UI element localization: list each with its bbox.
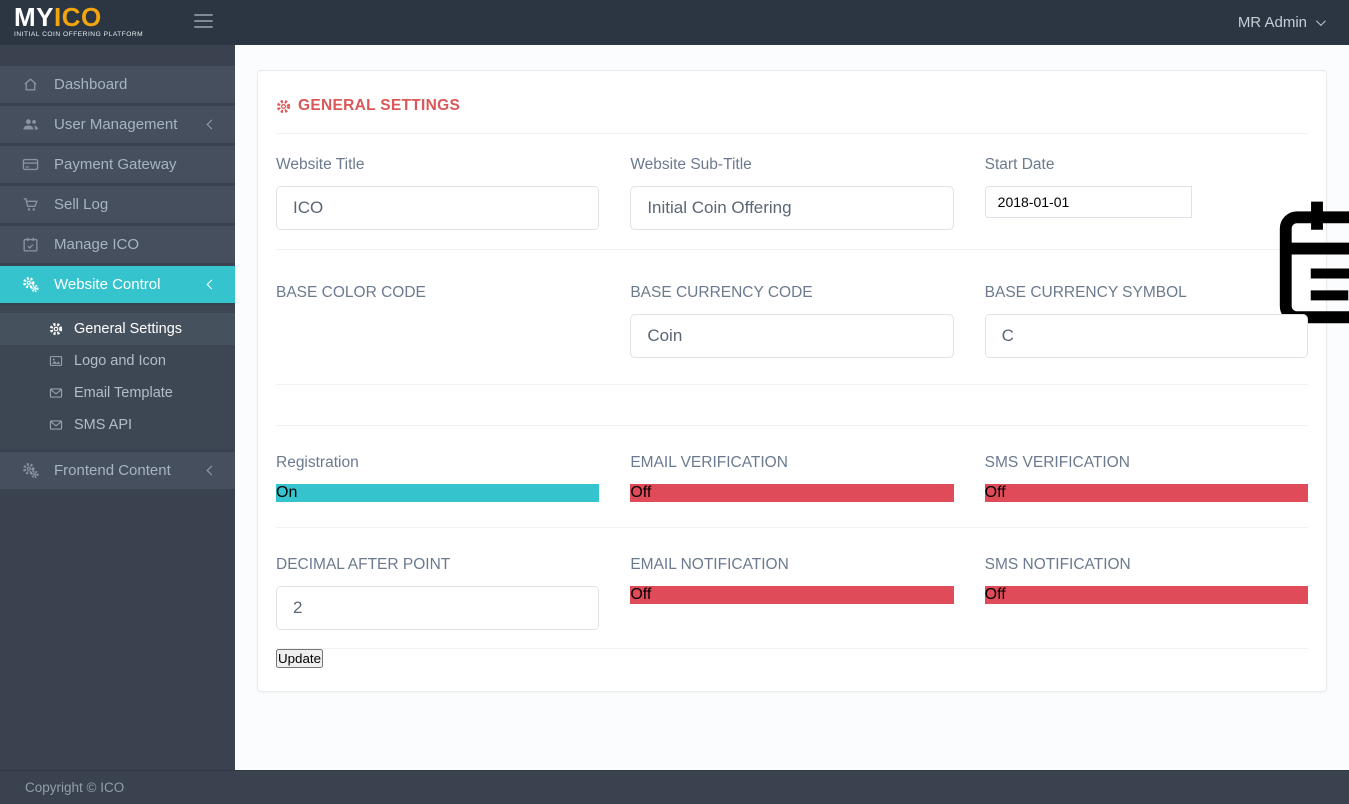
email-verification-label: EMAIL VERIFICATION bbox=[630, 454, 788, 471]
submenu-item-label: SMS API bbox=[74, 417, 133, 433]
submenu-item-logo-and-icon[interactable]: Logo and Icon bbox=[0, 345, 235, 377]
sidebar-item-user-management[interactable]: User Management bbox=[0, 106, 235, 143]
submenu-item-email-template[interactable]: Email Template bbox=[0, 377, 235, 409]
registration-label: Registration bbox=[276, 454, 359, 471]
logo-text: MYICO bbox=[14, 4, 143, 30]
calendar-icon bbox=[21, 236, 39, 253]
gears-icon bbox=[21, 276, 39, 293]
form-row-notification: DECIMAL AFTER POINT EMAIL NOTIFICATION O… bbox=[276, 528, 1308, 648]
form-row-base: BASE COLOR CODE BASE CURRENCY CODE BASE … bbox=[276, 250, 1308, 384]
credit-card-icon bbox=[21, 156, 39, 173]
chevron-down-icon bbox=[1315, 16, 1326, 27]
panel-title: GENERAL SETTINGS bbox=[276, 97, 1308, 115]
gear-icon bbox=[48, 322, 63, 336]
toggle-state-text: On bbox=[276, 484, 298, 501]
sms-notification-label: SMS NOTIFICATION bbox=[984, 556, 1131, 573]
calendar-icon[interactable] bbox=[1192, 186, 1349, 218]
sidebar-item-frontend-content[interactable]: Frontend Content bbox=[0, 452, 235, 489]
envelope-icon bbox=[48, 386, 63, 400]
email-notification-toggle[interactable]: Off bbox=[630, 586, 954, 604]
email-notification-label: EMAIL NOTIFICATION bbox=[630, 556, 789, 573]
envelope-icon bbox=[48, 418, 63, 432]
update-button[interactable]: Update bbox=[276, 649, 323, 668]
sidebar-item-payment-gateway[interactable]: Payment Gateway bbox=[0, 146, 235, 183]
website-control-submenu: General Settings Logo and Icon Email Tem… bbox=[0, 306, 235, 449]
gears-icon bbox=[21, 462, 39, 479]
website-subtitle-input[interactable] bbox=[630, 186, 954, 230]
sidebar-toggle-icon[interactable] bbox=[194, 14, 213, 32]
submenu-item-label: General Settings bbox=[74, 321, 183, 337]
website-subtitle-label: Website Sub-Title bbox=[630, 156, 752, 173]
user-menu[interactable]: MR Admin bbox=[1237, 0, 1326, 45]
base-currency-code-label: BASE CURRENCY CODE bbox=[630, 284, 813, 301]
email-verification-toggle[interactable]: Off bbox=[630, 484, 954, 502]
registration-toggle[interactable]: On bbox=[276, 484, 600, 502]
sidebar-item-label: Frontend Content bbox=[54, 462, 171, 479]
sidebar-item-website-control[interactable]: Website Control bbox=[0, 266, 235, 303]
sidebar: Dashboard User Management Payment Gatewa… bbox=[0, 45, 235, 770]
form-row-titles: Website Title Website Sub-Title Start Da… bbox=[276, 134, 1308, 249]
user-menu-label: MR Admin bbox=[1237, 14, 1307, 31]
chevron-left-icon bbox=[206, 465, 217, 476]
submenu-item-label: Logo and Icon bbox=[74, 353, 166, 369]
panel-title-text: GENERAL SETTINGS bbox=[298, 97, 461, 114]
logo[interactable]: MYICO INITIAL COIN OFFERING PLATFORM bbox=[14, 4, 143, 38]
general-settings-panel: GENERAL SETTINGS Website Title Website S… bbox=[257, 70, 1327, 692]
toggle-state-text: Off bbox=[984, 586, 1006, 603]
sidebar-item-label: Sell Log bbox=[54, 196, 109, 213]
logo-part-my: MY bbox=[14, 2, 54, 32]
sidebar-item-label: Website Control bbox=[54, 276, 161, 293]
submenu-item-label: Email Template bbox=[74, 385, 173, 401]
base-currency-symbol-label: BASE CURRENCY SYMBOL bbox=[984, 284, 1187, 301]
decimal-after-point-input[interactable] bbox=[276, 586, 600, 630]
sidebar-item-manage-ico[interactable]: Manage ICO bbox=[0, 226, 235, 263]
users-icon bbox=[21, 116, 39, 133]
sidebar-item-sell-log[interactable]: Sell Log bbox=[0, 186, 235, 223]
home-icon bbox=[21, 76, 39, 93]
sidebar-item-label: User Management bbox=[54, 116, 178, 133]
decimal-after-point-label: DECIMAL AFTER POINT bbox=[276, 556, 451, 573]
sms-notification-toggle[interactable]: Off bbox=[984, 586, 1308, 604]
base-currency-symbol-input[interactable] bbox=[984, 314, 1308, 358]
sms-verification-label: SMS VERIFICATION bbox=[984, 454, 1130, 471]
image-icon bbox=[48, 354, 63, 368]
topbar: MYICO INITIAL COIN OFFERING PLATFORM MR … bbox=[0, 0, 1349, 45]
base-color-label: BASE COLOR CODE bbox=[276, 284, 426, 301]
start-date-label: Start Date bbox=[984, 156, 1055, 173]
sidebar-nav: Dashboard User Management Payment Gatewa… bbox=[0, 45, 235, 489]
form-row-verification: Registration On EMAIL VERIFICATION Off S… bbox=[276, 426, 1308, 527]
toggle-state-text: Off bbox=[630, 484, 652, 501]
main-content: GENERAL SETTINGS Website Title Website S… bbox=[235, 45, 1349, 770]
logo-subtitle: INITIAL COIN OFFERING PLATFORM bbox=[14, 31, 144, 38]
submenu-item-general-settings[interactable]: General Settings bbox=[0, 313, 235, 345]
sidebar-item-label: Dashboard bbox=[54, 76, 128, 93]
sidebar-item-label: Payment Gateway bbox=[54, 156, 177, 173]
chevron-left-icon bbox=[206, 279, 217, 290]
sidebar-item-label: Manage ICO bbox=[54, 236, 140, 253]
start-date-group bbox=[984, 186, 1262, 218]
logo-part-ico: ICO bbox=[54, 2, 102, 32]
sms-verification-toggle[interactable]: Off bbox=[984, 484, 1308, 502]
chevron-left-icon bbox=[206, 119, 217, 130]
toggle-state-text: Off bbox=[630, 586, 652, 603]
toggle-state-text: Off bbox=[984, 484, 1006, 501]
start-date-input[interactable] bbox=[984, 186, 1192, 218]
gear-icon bbox=[276, 99, 291, 114]
cart-icon bbox=[21, 196, 39, 213]
website-title-label: Website Title bbox=[276, 156, 365, 173]
copyright-text: Copyright © ICO bbox=[25, 780, 125, 795]
base-currency-code-input[interactable] bbox=[630, 314, 954, 358]
sidebar-item-dashboard[interactable]: Dashboard bbox=[0, 66, 235, 103]
website-title-input[interactable] bbox=[276, 186, 600, 230]
submenu-item-sms-api[interactable]: SMS API bbox=[0, 409, 235, 441]
footer: Copyright © ICO bbox=[0, 770, 1349, 804]
